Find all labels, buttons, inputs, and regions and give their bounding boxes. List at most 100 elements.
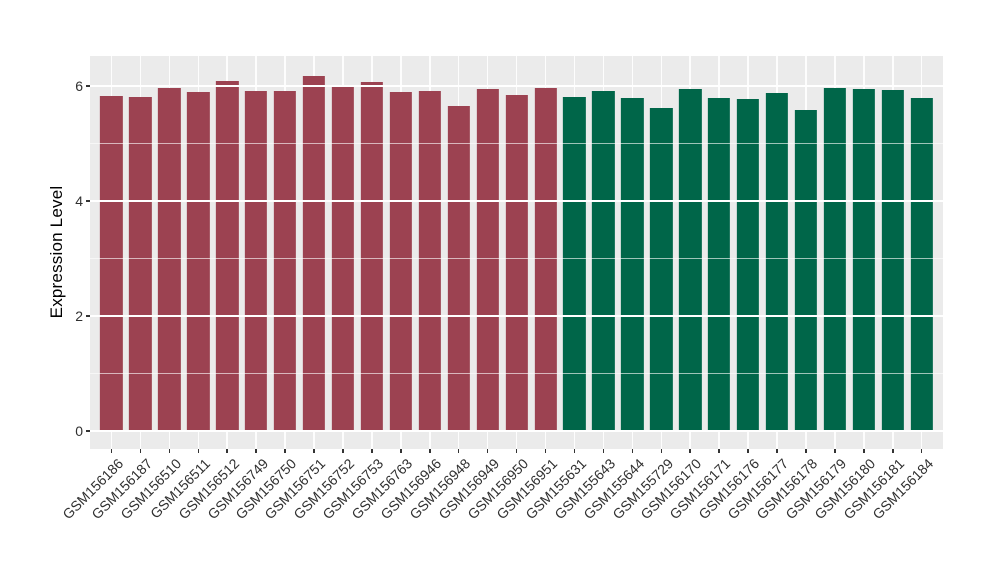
bar-GSM156946	[418, 90, 441, 431]
x-axis-tick	[718, 449, 720, 453]
x-axis-tick	[457, 449, 460, 453]
bar-slot	[734, 56, 763, 453]
x-axis-tick	[747, 449, 749, 453]
bar-GSM156510	[158, 87, 181, 431]
bar-slot	[444, 56, 473, 453]
bar-GSM156187	[129, 96, 152, 431]
x-axis-tick	[573, 449, 576, 453]
x-axis-tick	[863, 449, 865, 453]
bar-slot	[473, 56, 502, 453]
bar-slot	[242, 56, 271, 453]
x-axis-tick	[602, 449, 605, 453]
bar-GSM156949	[476, 88, 499, 431]
bar-slot	[300, 56, 329, 453]
bar-GSM156749	[245, 91, 268, 431]
x-axis-tick	[342, 449, 344, 453]
x-axis-tick	[631, 449, 634, 453]
x-axis-tick	[400, 449, 402, 453]
y-axis-tick	[86, 430, 90, 432]
y-axis-tick	[86, 315, 90, 317]
bar-GSM156950	[505, 95, 528, 431]
bar-GSM156184	[910, 98, 933, 431]
x-axis-tick	[313, 449, 315, 453]
bar-slot	[763, 56, 792, 453]
bar-slot	[820, 56, 849, 453]
bar-GSM156186	[100, 95, 123, 431]
y-axis-tick	[86, 85, 90, 87]
bar-GSM156178	[794, 110, 818, 431]
x-axis-tick	[805, 449, 807, 453]
gridline-minor	[90, 258, 943, 259]
x-axis-tick	[371, 449, 373, 453]
x-axis-tick	[515, 449, 518, 453]
bar-slot	[97, 56, 126, 453]
x-axis-tick	[689, 449, 691, 453]
x-axis-tick	[226, 449, 228, 453]
bar-GSM156751	[302, 76, 326, 431]
bar-slot	[647, 56, 676, 453]
bar-slot	[907, 56, 936, 453]
bar-slot	[705, 56, 734, 453]
y-tick-label: 0	[75, 423, 83, 439]
gridline-major	[90, 430, 943, 432]
bar-slot	[849, 56, 878, 453]
bar-GSM156181	[881, 90, 904, 431]
bar-GSM156951	[534, 88, 557, 431]
y-tick-label: 2	[75, 308, 83, 324]
bar-slot	[618, 56, 647, 453]
bar-GSM156763	[389, 91, 412, 431]
bar-slot	[502, 56, 531, 453]
bar-slot	[271, 56, 300, 453]
plot-panel	[90, 56, 943, 453]
bar-slot	[155, 56, 184, 453]
x-axis-tick	[255, 449, 257, 453]
bar-GSM156171	[708, 97, 731, 431]
x-axis-tick	[892, 449, 894, 453]
bar-GSM155729	[650, 107, 673, 431]
bar-slot	[329, 56, 358, 453]
bar-slot	[878, 56, 907, 453]
gridline-minor	[90, 143, 943, 144]
bar-GSM156948	[447, 105, 470, 431]
bar-GSM156170	[679, 88, 702, 431]
x-axis-tick	[110, 449, 113, 453]
bar-GSM156511	[187, 91, 210, 431]
gridline-major	[90, 200, 943, 202]
bar-slot	[589, 56, 618, 453]
x-axis-tick	[168, 449, 171, 453]
bar-slot	[676, 56, 705, 453]
x-axis-tick	[776, 449, 778, 453]
x-axis-tick	[834, 449, 836, 453]
gridline-minor	[90, 373, 943, 374]
gridline-major	[90, 85, 943, 87]
x-axis-tick	[139, 449, 142, 453]
gridline-major	[90, 315, 943, 317]
y-tick-label: 4	[75, 193, 83, 209]
bar-GSM156750	[273, 90, 297, 431]
bar-slot	[531, 56, 560, 453]
bar-slot	[213, 56, 242, 453]
bar-GSM156180	[852, 89, 875, 431]
bar-slot	[184, 56, 213, 453]
y-axis-title: Expression Level	[47, 185, 66, 319]
bar-GSM156177	[765, 92, 789, 431]
x-axis-tick	[660, 449, 663, 453]
bar-slot	[357, 56, 386, 453]
x-axis-tick	[486, 449, 489, 453]
bar-slot	[792, 56, 821, 453]
bar-slot	[386, 56, 415, 453]
bar-GSM156753	[360, 81, 384, 431]
bar-slot	[126, 56, 155, 453]
bar-GSM156179	[823, 87, 847, 431]
bar-slots	[97, 56, 936, 453]
x-axis-tick	[429, 449, 431, 453]
bar-GSM155644	[621, 97, 644, 431]
x-axis-tick	[197, 449, 200, 453]
bar-GSM155631	[563, 96, 586, 431]
x-axis-tick	[920, 449, 923, 453]
x-axis-tick	[544, 449, 547, 453]
x-axis-tick	[284, 449, 286, 453]
y-axis-tick	[86, 200, 90, 202]
y-tick-label: 6	[75, 78, 83, 94]
